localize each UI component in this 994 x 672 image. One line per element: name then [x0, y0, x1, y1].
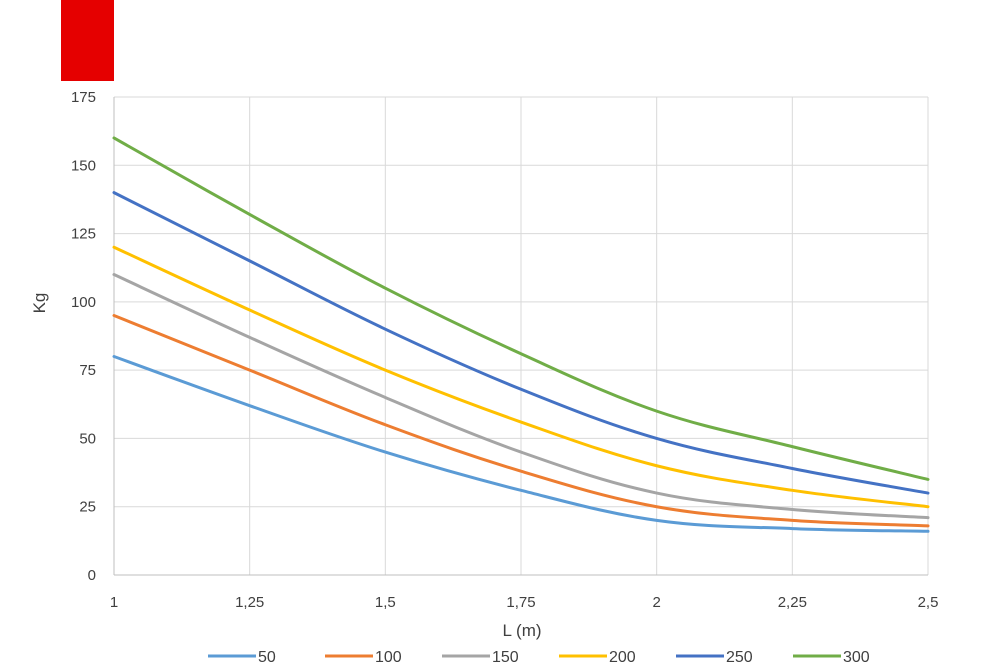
series-line-100 — [112, 314, 930, 528]
y-tick-label: 75 — [79, 362, 96, 379]
y-tick-label: 50 — [79, 430, 96, 447]
legend-label-100: 100 — [375, 649, 402, 666]
legend-label-300: 300 — [843, 649, 870, 666]
x-tick-label: 1,75 — [506, 594, 535, 611]
x-tick-label: 2,25 — [778, 594, 807, 611]
legend-label-150: 150 — [492, 649, 519, 666]
series-line-250 — [112, 191, 930, 495]
brand-color-block — [61, 0, 114, 81]
legend-label-50: 50 — [258, 649, 276, 666]
x-axis-label: L (m) — [502, 621, 541, 640]
x-tick-label: 1,5 — [375, 594, 396, 611]
gridlines — [114, 96, 929, 575]
axes — [113, 97, 928, 576]
y-axis-label: Kg — [30, 293, 49, 314]
series-line-200 — [112, 245, 930, 509]
legend-label-250: 250 — [726, 649, 753, 666]
x-tick-label: 2,5 — [918, 594, 939, 611]
y-tick-label: 0 — [88, 567, 96, 584]
series-line-150 — [112, 273, 930, 520]
legend-label-200: 200 — [609, 649, 636, 666]
tick-labels: 0 25 50 75 100 125 150 175 1 1,25 1,5 1,75 2 2,25 2,5 — [71, 89, 938, 611]
series-lines — [112, 136, 930, 533]
x-tick-label: 1,25 — [235, 594, 264, 611]
y-tick-label: 125 — [71, 226, 96, 243]
series-line-50 — [112, 354, 930, 533]
legend: 50 100 150 200 250 300 — [208, 649, 870, 666]
x-tick-label: 2 — [652, 594, 660, 611]
y-tick-label: 150 — [71, 157, 96, 174]
y-tick-label: 25 — [79, 499, 96, 516]
y-tick-label: 175 — [71, 89, 96, 106]
series-line-300 — [112, 136, 930, 481]
x-tick-label: 1 — [110, 594, 118, 611]
y-tick-label: 100 — [71, 294, 96, 311]
